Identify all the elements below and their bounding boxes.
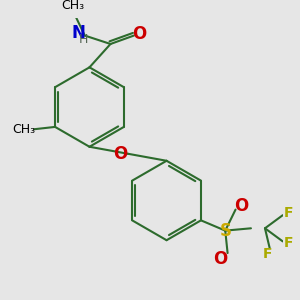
Text: F: F [284,206,293,220]
Text: F: F [263,248,272,262]
Text: O: O [234,197,248,215]
Text: CH₃: CH₃ [61,0,85,12]
Text: H: H [79,33,88,46]
Text: F: F [284,236,293,250]
Text: O: O [132,25,147,43]
Text: O: O [113,145,128,163]
Text: N: N [72,24,86,42]
Text: O: O [214,250,228,268]
Text: S: S [219,222,231,240]
Text: CH₃: CH₃ [12,123,35,136]
